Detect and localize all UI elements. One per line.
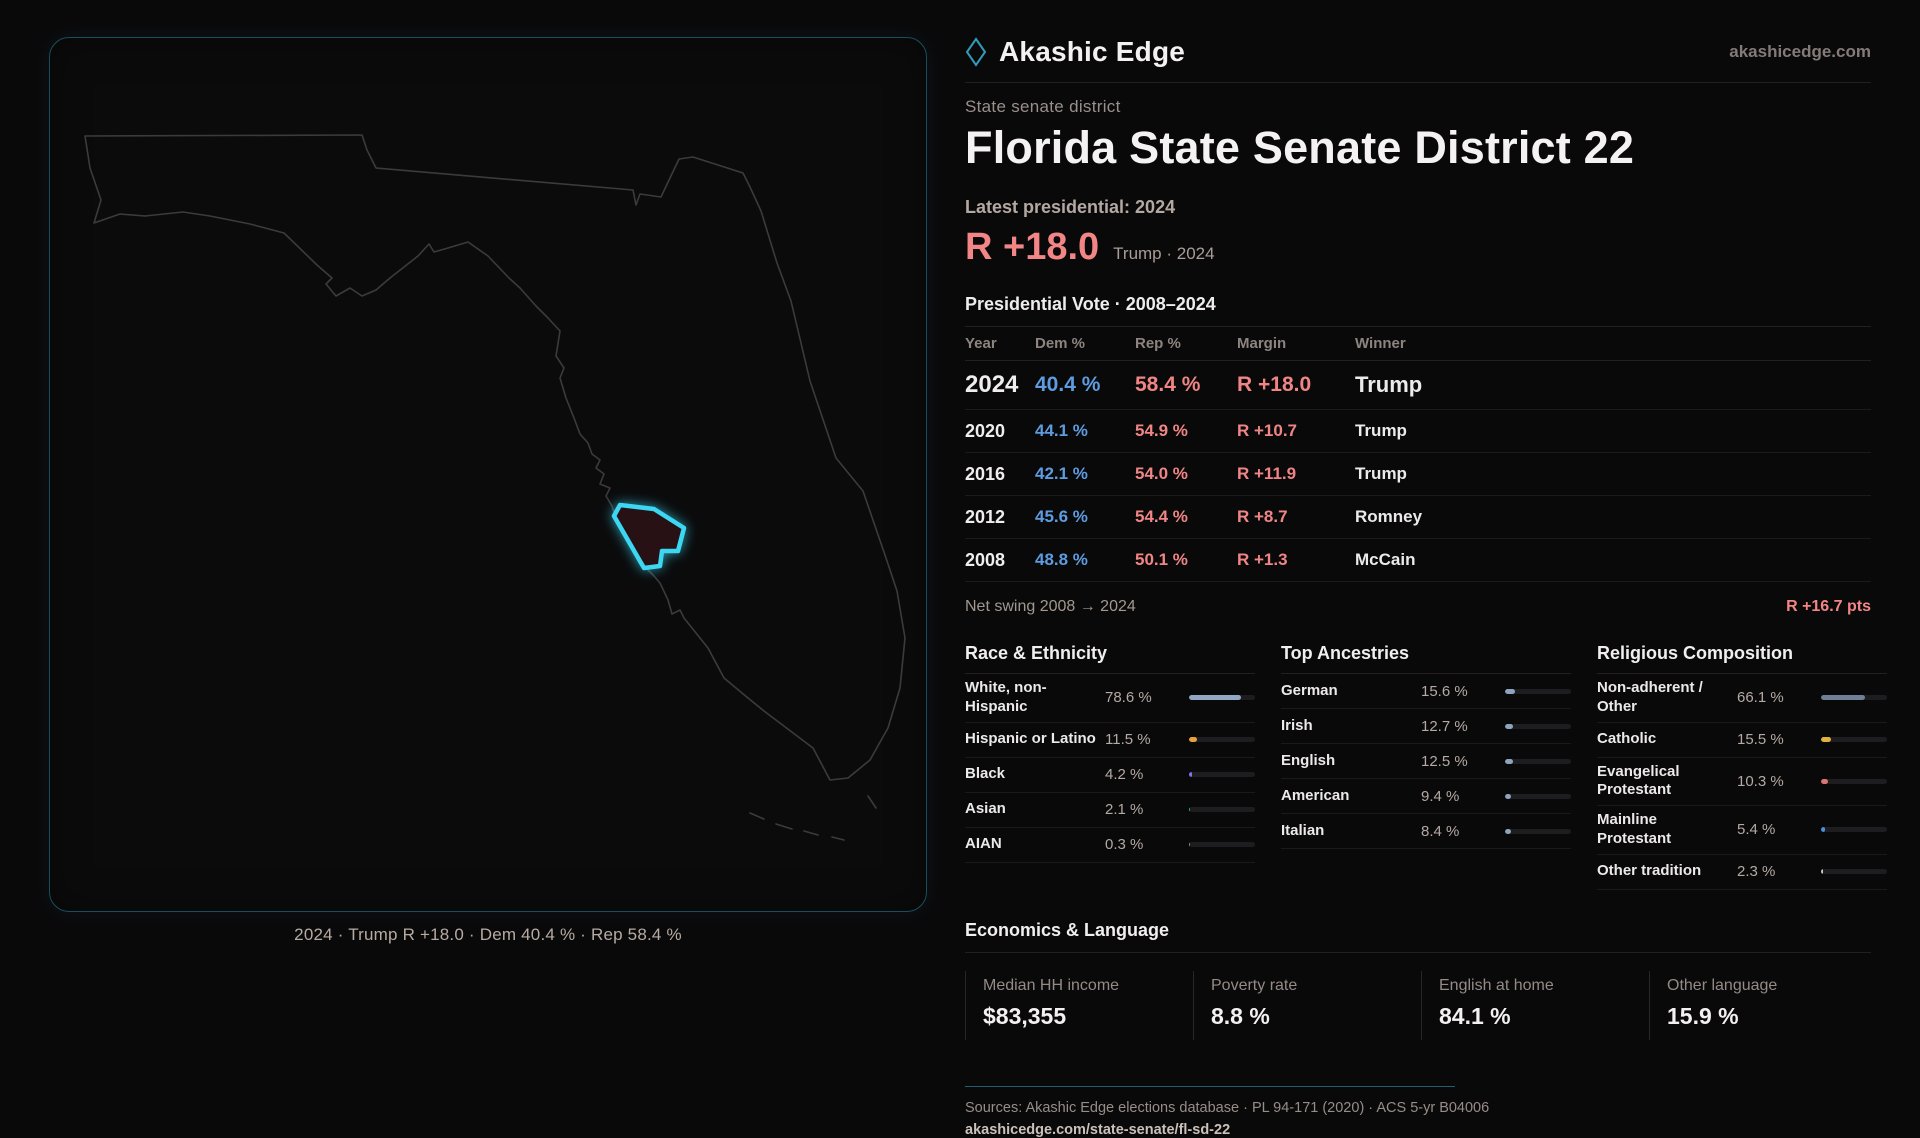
list-item: Evangelical Protestant 10.3 % [1597,758,1887,806]
list-item: Mainline Protestant 5.4 % [1597,806,1887,855]
ancestries-column: Top Ancestries German 15.6 % Irish 12.7 … [1281,643,1571,890]
economics-stats: Median HH income $83,355 Poverty rate 8.… [965,970,1871,1040]
florida-map [84,134,906,841]
margin-callout: R +18.0 Trump · 2024 [965,226,1871,269]
florida-outline [84,134,906,781]
vote-table-header: Year Dem % Rep % Margin Winner [965,327,1871,361]
list-item: Irish 12.7 % [1281,709,1571,744]
vote-table: Year Dem % Rep % Margin Winner 2024 40.4… [965,326,1871,582]
latest-presidential-label: Latest presidential: 2024 [965,197,1176,217]
stat-block: Other language 15.9 % [1649,970,1877,1040]
list-item: Italian 8.4 % [1281,814,1571,849]
brand-name: Akashic Edge [999,36,1186,67]
stat-bar [1821,869,1887,874]
margin-value: R +18.0 [965,226,1100,268]
stat-bar [1821,737,1887,742]
stat-bar [1189,737,1255,742]
list-item: American 9.4 % [1281,779,1571,814]
florida-keys [749,795,877,841]
religion-column: Religious Composition Non-adherent / Oth… [1597,643,1887,890]
detail-panel: Akashic Edge akashicedge.com State senat… [965,30,1887,1138]
col-year: Year [965,335,997,352]
table-row: 2008 48.8 % 50.1 % R +1.3 McCain [965,539,1871,582]
stat-bar [1189,772,1255,777]
district-type-label: State senate district [965,97,1121,116]
demographics-section: Race & Ethnicity White, non-Hispanic 78.… [965,643,1887,890]
table-row: 2020 44.1 % 54.9 % R +10.7 Trump [965,410,1871,453]
col-dem: Dem % [1035,335,1086,352]
economics-heading: Economics & Language [965,920,1871,953]
net-swing-label: Net swing 2008 → 2024 [965,598,1136,615]
map-caption: 2024 · Trump R +18.0 · Dem 40.4 % · Rep … [294,925,682,944]
table-row: 2012 45.6 % 54.4 % R +8.7 Romney [965,496,1871,539]
stat-bar [1505,793,1571,799]
district-22-shape[interactable] [611,502,687,571]
stat-block: English at home 84.1 % [1421,970,1649,1040]
district-map-panel [49,37,927,912]
list-item: Catholic 15.5 % [1597,723,1887,758]
list-item: Black 4.2 % [965,758,1255,793]
stat-block: Median HH income $83,355 [965,970,1193,1040]
stat-bar [1505,723,1571,729]
footer-divider [965,1085,1455,1087]
diamond-logo-icon [965,37,987,67]
page-title: Florida State Senate District 22 [965,122,1635,173]
stat-bar [1505,828,1571,834]
section-heading: Religious Composition [1597,643,1887,674]
table-row: 2024 40.4 % 58.4 % R +18.0 Trump [965,361,1871,410]
col-winner: Winner [1355,335,1406,352]
footer: Sources: Akashic Edge elections database… [965,1085,1871,1138]
list-item: Asian 2.1 % [965,793,1255,828]
list-item: German 15.6 % [1281,674,1571,709]
list-item: Hispanic or Latino 11.5 % [965,723,1255,758]
section-heading: Race & Ethnicity [965,643,1255,674]
brand-header: Akashic Edge akashicedge.com [965,30,1871,83]
stat-bar [1505,688,1571,694]
stat-bar [1821,827,1887,833]
stat-bar [1505,758,1571,764]
stat-block: Poverty rate 8.8 % [1193,970,1421,1040]
list-item: Non-adherent / Other 66.1 % [1597,674,1887,723]
stat-bar [1821,695,1887,701]
col-margin: Margin [1237,335,1287,352]
stat-bar [1189,842,1255,847]
margin-context: Trump · 2024 [1113,244,1215,263]
race-ethnicity-column: Race & Ethnicity White, non-Hispanic 78.… [965,643,1255,890]
col-rep: Rep % [1135,335,1181,352]
vote-table-title: Presidential Vote · 2008–2024 [965,294,1216,314]
brand-site-link[interactable]: akashicedge.com [1729,42,1871,61]
sources-note: Sources: Akashic Edge elections database… [965,1099,1490,1116]
list-item: Other tradition 2.3 % [1597,855,1887,890]
stat-bar [1189,695,1255,701]
list-item: English 12.5 % [1281,744,1571,779]
list-item: White, non-Hispanic 78.6 % [965,674,1255,723]
table-row: 2016 42.1 % 54.0 % R +11.9 Trump [965,453,1871,496]
stat-bar [1821,778,1887,784]
section-heading: Top Ancestries [1281,643,1571,674]
net-swing-row: Net swing 2008 → 2024 R +16.7 pts [965,582,1871,616]
permalink[interactable]: akashicedge.com/state-senate/fl-sd-22 [965,1121,1231,1138]
net-swing-value: R +16.7 pts [1786,598,1871,615]
stat-bar [1189,807,1255,812]
list-item: AIAN 0.3 % [965,828,1255,863]
